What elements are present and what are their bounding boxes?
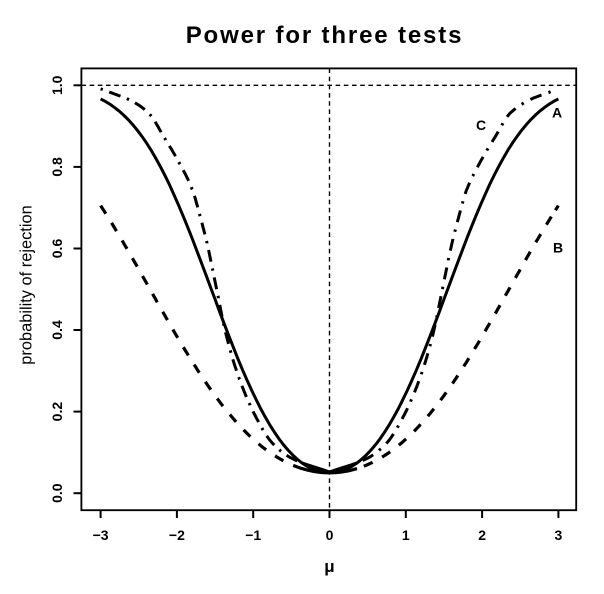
svg-text:C: C — [476, 117, 486, 133]
svg-text:0.0: 0.0 — [49, 483, 65, 503]
svg-text:3: 3 — [555, 527, 563, 543]
svg-text:0.8: 0.8 — [49, 157, 65, 177]
svg-text:2: 2 — [478, 527, 486, 543]
svg-text:1.0: 1.0 — [49, 75, 65, 95]
svg-text:Power for three tests: Power for three tests — [186, 22, 464, 49]
svg-text:B: B — [553, 240, 563, 256]
svg-text:μ: μ — [324, 557, 334, 576]
svg-text:−2: −2 — [169, 527, 185, 543]
svg-text:0: 0 — [326, 527, 334, 543]
svg-text:0.2: 0.2 — [49, 402, 65, 422]
svg-text:−3: −3 — [93, 527, 109, 543]
svg-text:−1: −1 — [245, 527, 261, 543]
svg-text:0.6: 0.6 — [49, 239, 65, 259]
svg-text:1: 1 — [402, 527, 410, 543]
svg-text:0.4: 0.4 — [49, 320, 65, 340]
svg-text:A: A — [552, 105, 562, 121]
svg-text:probability of rejection: probability of rejection — [18, 205, 36, 364]
